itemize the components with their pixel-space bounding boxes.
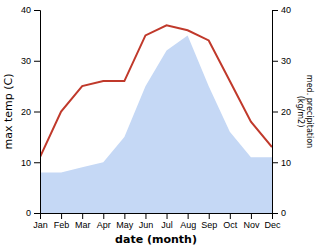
x-tick-mark xyxy=(124,213,125,219)
y-tick: 10 xyxy=(21,158,40,168)
x-tick: Nov xyxy=(243,213,260,230)
x-tick: Jul xyxy=(161,213,173,230)
y-tick-mark xyxy=(34,10,40,11)
y-tick: 0 xyxy=(26,208,40,218)
y2-tick-mark xyxy=(272,112,278,113)
x-tick-label: Jul xyxy=(161,220,173,230)
y2-tick-mark xyxy=(272,10,278,11)
axis-line xyxy=(41,214,273,220)
x-tick-mark xyxy=(167,213,168,219)
x-tick-mark xyxy=(188,213,189,219)
y2-tick: 40 xyxy=(272,5,291,15)
y2-axis: 0 10 20 30 40 xyxy=(272,5,291,218)
x-tick: Aug xyxy=(180,213,196,230)
y2-axis-title: med. precipitation(kg/m2) xyxy=(296,75,314,148)
x-tick: Oct xyxy=(223,213,238,230)
y-tick-label: 20 xyxy=(21,107,31,117)
y-tick-mark xyxy=(34,61,40,62)
x-tick-mark xyxy=(251,213,252,219)
y-tick: 30 xyxy=(21,56,40,66)
x-tick-label: Oct xyxy=(223,220,238,230)
x-tick-label: Mar xyxy=(75,220,91,230)
x-tick-mark xyxy=(61,213,62,219)
x-tick-label: Feb xyxy=(54,220,70,230)
y-tick-label: 10 xyxy=(21,158,31,168)
y-tick-mark xyxy=(34,112,40,113)
x-tick-mark xyxy=(103,213,104,219)
y-tick-label: 40 xyxy=(21,5,31,15)
x-axis-title: date (month) xyxy=(115,233,197,246)
y2-axis-title-line: med. precipitation xyxy=(305,75,314,148)
x-tick-label: Sep xyxy=(201,220,217,230)
x-tick-mark xyxy=(82,213,83,219)
x-tick-mark xyxy=(209,213,210,219)
y-axis-title: max temp (C) xyxy=(2,73,15,149)
y-tick-mark xyxy=(34,213,40,214)
x-tick-label: Aug xyxy=(180,220,196,230)
y2-tick-label: 10 xyxy=(281,158,291,168)
y2-tick: 10 xyxy=(272,158,291,168)
y2-tick: 0 xyxy=(272,208,286,218)
axis-line xyxy=(34,11,41,214)
x-tick-label: Apr xyxy=(97,220,111,230)
y2-tick: 20 xyxy=(272,107,291,117)
y2-tick-label: 20 xyxy=(281,107,291,117)
x-tick: Jan xyxy=(33,213,48,230)
y-tick-label: 0 xyxy=(26,208,31,218)
y2-tick-mark xyxy=(272,213,278,214)
y2-tick: 30 xyxy=(272,56,291,66)
y-tick: 20 xyxy=(21,107,40,117)
x-tick: Mar xyxy=(75,213,91,230)
y2-tick-label: 30 xyxy=(281,56,291,66)
x-tick: Apr xyxy=(97,213,111,230)
axis-line xyxy=(273,11,279,214)
x-tick: Sep xyxy=(201,213,217,230)
x-tick: Feb xyxy=(54,213,70,230)
y2-tick-mark xyxy=(272,162,278,163)
x-tick-label: Jun xyxy=(139,220,154,230)
y2-tick-label: 0 xyxy=(281,208,286,218)
precipitation-area xyxy=(40,35,272,213)
x-tick-mark xyxy=(145,213,146,219)
temperature-line xyxy=(40,25,272,157)
x-tick-mark xyxy=(230,213,231,219)
y-tick-mark xyxy=(34,162,40,163)
y2-tick-label: 40 xyxy=(281,5,291,15)
x-axis: Jan Feb Mar Apr May Jun Jul Aug Sep Oct Nov Dec xyxy=(33,213,281,230)
chart: JanFebMarAprMayJunJulAugSepOctNovDec0102… xyxy=(0,0,318,247)
x-tick: Dec xyxy=(264,213,281,230)
x-tick-label: Jan xyxy=(33,220,48,230)
x-tick-label: Dec xyxy=(264,220,281,230)
y2-axis-title-line: (kg/m2) xyxy=(296,96,305,128)
plot: JanFebMarAprMayJunJulAugSepOctNovDec0102… xyxy=(2,5,314,246)
y-axis: 0 10 20 30 40 xyxy=(21,5,41,218)
x-tick: Jun xyxy=(139,213,154,230)
y-tick: 40 xyxy=(21,5,40,15)
marks xyxy=(40,25,272,213)
y2-tick-mark xyxy=(272,61,278,62)
x-tick: May xyxy=(116,213,134,230)
x-tick-label: Nov xyxy=(243,220,260,230)
y-tick-label: 30 xyxy=(21,56,31,66)
x-tick-label: May xyxy=(116,220,134,230)
